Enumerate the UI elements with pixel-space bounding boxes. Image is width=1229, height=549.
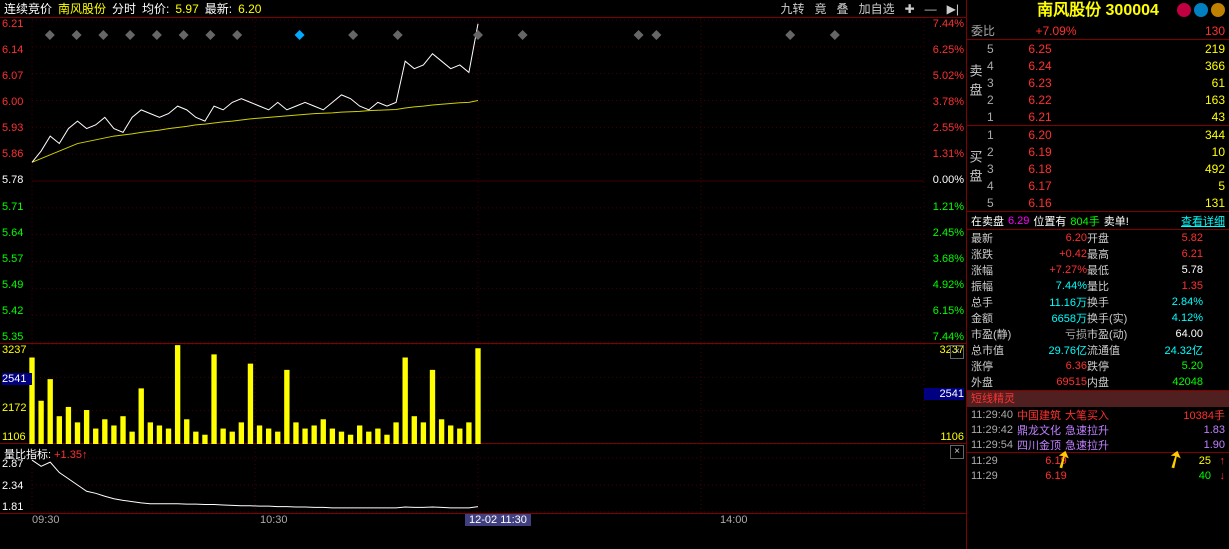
stats-row: 涨停6.36跌停5.20 bbox=[967, 358, 1229, 374]
stats-row: 振幅7.44%量比1.35 bbox=[967, 278, 1229, 294]
close-panel-ratio[interactable]: × bbox=[950, 445, 964, 459]
price-y-axis-right: 7.44%6.25%5.02%3.78%2.55%1.31%0.00%1.21%… bbox=[924, 18, 964, 343]
info-icon[interactable] bbox=[1211, 3, 1225, 17]
price-chart[interactable]: 6.216.146.076.005.935.865.785.715.645.57… bbox=[0, 18, 966, 344]
ratio-y-axis-left: 2.872.341.81 bbox=[2, 458, 32, 513]
jiuzhuan-button[interactable]: 九转 bbox=[778, 0, 808, 17]
signals-list: 11:29:40中国建筑大笔买入10384手11:29:42鼎龙文化急速拉升1.… bbox=[967, 407, 1229, 452]
orderbook-row[interactable]: 36.18492 bbox=[983, 160, 1229, 177]
orderbook-row[interactable]: 16.20344 bbox=[983, 126, 1229, 143]
arrow-button[interactable]: ▶| bbox=[944, 2, 962, 16]
avg-value: 5.97 bbox=[175, 2, 198, 16]
current-time-marker: 12-02 11:30 bbox=[465, 514, 531, 526]
close-panel-vol[interactable]: × bbox=[950, 345, 964, 359]
ratio-chart[interactable]: 量比指标: +1.35↑ 2.872.341.81 × bbox=[0, 444, 966, 514]
info-icon[interactable] bbox=[1177, 3, 1191, 17]
mode-label: 连续竞价 bbox=[4, 0, 52, 17]
minus-button[interactable]: — bbox=[922, 2, 940, 16]
price-y-axis-left: 6.216.146.076.005.935.865.785.715.645.57… bbox=[2, 18, 32, 343]
orderbook-row[interactable]: 46.24366 bbox=[983, 57, 1229, 74]
signal-row[interactable]: 11:29:40中国建筑大笔买入10384手 bbox=[967, 407, 1229, 422]
queue-alert: 在卖盘6.29位置有 804手 卖单! 查看详细 bbox=[967, 212, 1229, 230]
detail-link[interactable]: 查看详细 bbox=[1181, 213, 1225, 229]
overlay-button[interactable]: 叠 bbox=[834, 0, 852, 17]
orderbook-row[interactable]: 26.22163 bbox=[983, 91, 1229, 108]
top-bar: 连续竞价 南风股份 分时 均价: 5.97 最新: 6.20 九转 竟 叠 加自… bbox=[0, 0, 966, 18]
weibi-row: 委比 +7.09% 130 bbox=[967, 22, 1229, 40]
stats-row: 涨跌+0.42最高6.21 bbox=[967, 246, 1229, 262]
orderbook-row[interactable]: 46.175 bbox=[983, 177, 1229, 194]
orderbook-row[interactable]: 36.2361 bbox=[983, 74, 1229, 91]
jing-button[interactable]: 竟 bbox=[812, 0, 830, 17]
bid-side-label: 买盘 bbox=[967, 126, 983, 211]
orderbook-row[interactable]: 16.2143 bbox=[983, 108, 1229, 125]
tick-row: 11:296.1925↑ bbox=[967, 453, 1229, 468]
tick-row: 11:296.1940↓ bbox=[967, 468, 1229, 483]
stats-row: 外盘69515内盘42048 bbox=[967, 374, 1229, 390]
stats-row: 金额6658万换手(实)4.12% bbox=[967, 310, 1229, 326]
stats-row: 市盈(静)亏损市盈(动)64.00 bbox=[967, 326, 1229, 342]
vol-y-axis-left: 3237254121721106 bbox=[2, 344, 32, 443]
signal-row[interactable]: 11:29:54四川金顶急速拉升1.90 bbox=[967, 437, 1229, 452]
volume-chart[interactable]: 3237254121721106 323725411106 × bbox=[0, 344, 966, 444]
add-favorite-button[interactable]: 加自选 bbox=[856, 0, 898, 17]
quote-panel: 南风股份 300004 委比 +7.09% 130 卖盘 56.2521946.… bbox=[966, 0, 1229, 549]
orderbook-row[interactable]: 56.16131 bbox=[983, 194, 1229, 211]
last-label: 最新: bbox=[205, 0, 232, 17]
stats-row: 总市值29.76亿流通值24.32亿 bbox=[967, 342, 1229, 358]
orderbook-row[interactable]: 56.25219 bbox=[983, 40, 1229, 57]
info-icon[interactable] bbox=[1194, 3, 1208, 17]
last-value: 6.20 bbox=[238, 2, 261, 16]
stats-row: 涨幅+7.27%最低5.78 bbox=[967, 262, 1229, 278]
plus-button[interactable]: ✚ bbox=[902, 2, 918, 16]
time-axis: 09:30 10:30 12-02 11:30 14:00 bbox=[0, 514, 966, 530]
orderbook: 卖盘 56.2521946.2436636.236126.2216316.214… bbox=[967, 40, 1229, 212]
ask-side-label: 卖盘 bbox=[967, 40, 983, 125]
signals-header: 短线精灵 bbox=[967, 391, 1229, 407]
stats-grid: 最新6.20开盘5.82涨跌+0.42最高6.21涨幅+7.27%最低5.78振… bbox=[967, 230, 1229, 391]
stats-row: 总手11.16万换手2.84% bbox=[967, 294, 1229, 310]
timeframe-label: 分时 bbox=[112, 0, 136, 17]
signal-row[interactable]: 11:29:42鼎龙文化急速拉升1.83 bbox=[967, 422, 1229, 437]
avg-label: 均价: bbox=[142, 0, 169, 17]
stock-title: 南风股份 300004 bbox=[967, 0, 1229, 22]
stock-name-top: 南风股份 bbox=[58, 0, 106, 17]
orderbook-row[interactable]: 26.1910 bbox=[983, 143, 1229, 160]
tick-list: 11:296.1925↑11:296.1940↓ bbox=[967, 453, 1229, 483]
stats-row: 最新6.20开盘5.82 bbox=[967, 230, 1229, 246]
